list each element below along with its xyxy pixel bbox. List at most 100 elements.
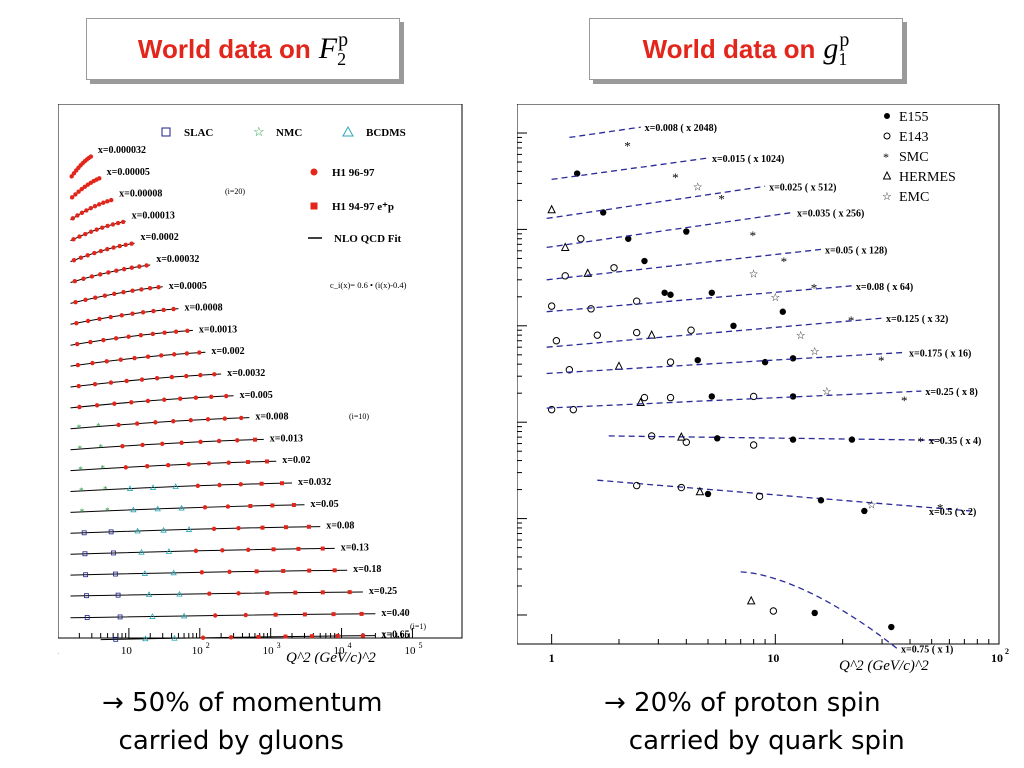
smc-legend-marker: * <box>883 150 889 164</box>
g1-bin-label: x=0.008 ( x 2048) <box>645 123 717 134</box>
g1-fit-curve <box>608 435 941 441</box>
h1-96-point <box>235 438 240 443</box>
h1-96-point <box>105 199 110 204</box>
e143-legend-marker <box>883 132 891 140</box>
e143-point <box>593 331 602 339</box>
slac-point <box>115 592 121 598</box>
e143-point <box>577 235 585 243</box>
x-bin-label: x=0.08 <box>326 521 354 532</box>
g1-x-tick-label: 10 <box>991 651 1003 665</box>
h1-96-point <box>186 462 191 467</box>
e155-point <box>861 507 868 515</box>
h1-96-point <box>98 248 104 254</box>
emc-point: ☆ <box>693 181 703 193</box>
h1-96-point <box>205 417 211 422</box>
h1-96-point <box>102 293 108 298</box>
hermes-point <box>695 486 705 496</box>
h1-96-point <box>78 255 84 260</box>
e155-point <box>694 356 701 364</box>
h1-96-point <box>160 441 165 446</box>
f2-x-tick-exp: 3 <box>277 641 281 650</box>
g1-fit-curve <box>597 479 972 512</box>
e155-point <box>667 291 674 298</box>
h1-96-point <box>73 299 78 305</box>
e143-point <box>666 393 675 402</box>
e155-point <box>661 289 668 296</box>
bcdms-point <box>170 569 177 576</box>
e155-point <box>625 235 632 242</box>
h1-96-point <box>144 263 149 268</box>
h1-96-point <box>224 393 229 399</box>
bcdms-point <box>130 506 137 513</box>
title-left: World data on F2p <box>86 18 400 80</box>
h1-96-point <box>209 394 214 400</box>
h1-96-point <box>222 416 227 421</box>
h1-96-point <box>115 220 121 226</box>
h1-94-point <box>309 634 314 639</box>
h1-94-point <box>271 547 276 552</box>
conclusion-left: → 50% of momentum carried by gluons <box>102 688 383 756</box>
h1-96-point <box>101 337 106 343</box>
smc-point: * <box>672 170 679 185</box>
hermes-point <box>547 204 556 214</box>
nmc-point: * <box>78 444 83 454</box>
h1-96-point <box>179 440 184 445</box>
f2-ci-formula: c_i(x)= 0.6 • (i(x)-0.4) <box>330 280 407 290</box>
hermes-point <box>677 432 686 441</box>
fit-curve <box>70 438 264 451</box>
h1-96-point <box>74 341 80 347</box>
h1-94-point <box>253 437 258 442</box>
f2-x-tick-label: 10 <box>263 645 275 657</box>
h1-96-point <box>236 525 241 531</box>
h1-96-point <box>178 396 183 401</box>
slac-point <box>82 551 88 557</box>
h1-96-point <box>246 547 251 552</box>
h1-96-point <box>137 264 142 269</box>
x-bin-label: x=0.002 <box>211 346 244 357</box>
g1-legend-label: E155 <box>899 110 929 125</box>
title-left-lead: World data on <box>137 33 311 64</box>
x-bin-label: x=0.032 <box>298 477 331 488</box>
e143-point <box>677 483 686 492</box>
e143-point <box>565 366 574 374</box>
fit-curve <box>70 264 151 283</box>
h1-94-point <box>254 569 259 574</box>
e143-point <box>632 481 641 490</box>
x-bin-label: x=0.005 <box>240 390 273 401</box>
h1-94-point <box>307 568 312 573</box>
h1-96-point <box>236 591 241 596</box>
smc-point: * <box>917 434 924 449</box>
h1-96-point <box>139 377 145 382</box>
h1-96-point <box>153 420 158 425</box>
h1-96-point <box>106 270 111 275</box>
smc-point: * <box>811 280 818 295</box>
g1-bin-label: x=0.125 ( x 32) <box>886 314 948 325</box>
e155-point <box>848 436 856 443</box>
g1-bin-label: x=0.35 ( x 4) <box>929 436 981 447</box>
slac-point <box>117 614 123 620</box>
h1-96-point <box>70 216 76 221</box>
f2-x-tick-label: 10 <box>192 645 204 657</box>
e155-legend-marker <box>884 113 890 119</box>
h1-96-point <box>217 482 222 488</box>
x-bin-label: x=0.18 <box>353 564 381 575</box>
slac-point <box>84 615 90 620</box>
h1-96-point <box>193 548 199 554</box>
i10-annotation: (i=10) <box>349 412 369 421</box>
h1-96-point <box>140 310 146 315</box>
h1-96-point <box>129 265 134 270</box>
h1-96-point <box>90 360 95 366</box>
e155-point <box>779 308 786 315</box>
e143-point <box>647 432 656 440</box>
slac-point <box>83 572 89 578</box>
h1-96-point <box>118 357 123 362</box>
h1-96-point <box>69 195 75 200</box>
f2-legend-label: H1 96-97 <box>332 167 375 179</box>
h1-96-point <box>171 419 176 424</box>
x-bin-label: x=0.0002 <box>141 232 179 243</box>
nmc-point: * <box>96 421 101 431</box>
h1-96-point <box>84 208 89 213</box>
g1-bin-label: x=0.015 ( x 1024) <box>712 154 784 165</box>
title-right: World data on g1p <box>589 18 903 80</box>
h1-96-point <box>79 210 85 216</box>
